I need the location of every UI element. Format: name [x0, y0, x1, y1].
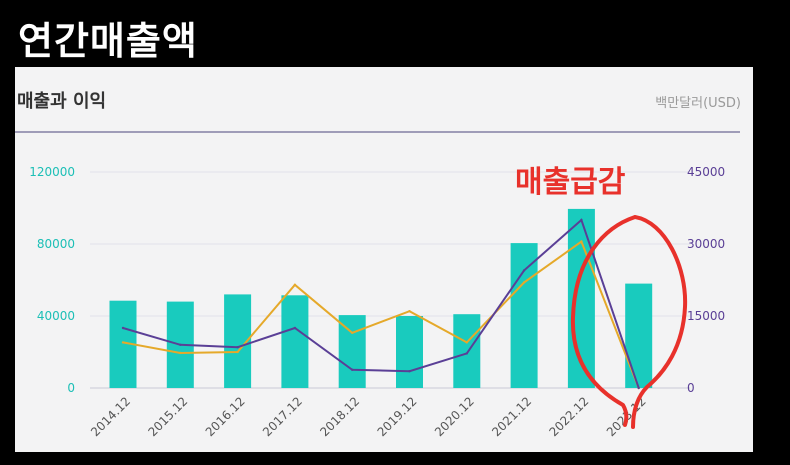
- series-point: [236, 346, 239, 349]
- series-point: [465, 352, 468, 355]
- chart-card: 매출과 이익 백만달러(USD) 0 40000 80000 120000 0 15000…: [15, 67, 753, 452]
- header-divider: [15, 131, 740, 133]
- line-layer: [121, 218, 640, 390]
- right-axis-tick: 45000: [687, 165, 725, 179]
- series-point: [522, 269, 526, 272]
- revenue-profit-chart: 0 40000 80000 120000 0 15000 30000 45000 2014.12…: [29, 165, 725, 439]
- series-point: [236, 350, 239, 354]
- series-point: [121, 326, 125, 330]
- unit-label: 백만달러(USD): [655, 96, 741, 111]
- left-axis-tick: 120000: [29, 165, 75, 179]
- x-axis-tick: 2014.12: [88, 394, 133, 439]
- x-axis-tick: 2022.12: [547, 394, 592, 439]
- series-line: [122, 240, 640, 389]
- annotation-text: 매출급감: [515, 165, 626, 200]
- series-point: [408, 370, 411, 373]
- series-point: [351, 368, 354, 371]
- series-point: [465, 341, 468, 344]
- bar: [396, 316, 423, 388]
- bar: [510, 243, 538, 388]
- page-title: 연간매출액: [18, 19, 198, 63]
- series-point: [580, 240, 583, 243]
- x-axis-tick: 2018.12: [317, 394, 362, 439]
- series-point: [179, 351, 182, 355]
- series-point: [637, 386, 640, 390]
- right-axis-tick: 15000: [687, 309, 725, 323]
- bar: [453, 314, 481, 388]
- series-point: [522, 281, 526, 284]
- left-axis-tick: 0: [67, 381, 75, 395]
- series-point: [121, 341, 125, 344]
- left-axis-tick: 80000: [37, 237, 75, 251]
- series-point: [179, 343, 182, 346]
- series-point: [580, 218, 583, 222]
- series-point: [293, 326, 297, 330]
- series-point: [408, 310, 411, 313]
- annotation-circle: [570, 215, 688, 429]
- bar: [281, 295, 309, 388]
- x-axis-tick: 2021.12: [489, 394, 534, 439]
- x-axis-tick: 2020.12: [432, 394, 477, 439]
- series-point: [293, 283, 297, 286]
- bar: [338, 315, 366, 388]
- x-axis-tick: 2015.12: [145, 394, 190, 439]
- x-axis-tick: 2019.12: [375, 394, 420, 439]
- chart-title: 매출과 이익: [17, 91, 107, 112]
- right-axis-tick: 0: [687, 381, 695, 395]
- bar-layer: [109, 208, 653, 388]
- right-axis-tick: 30000: [687, 237, 725, 251]
- series-point: [351, 331, 354, 334]
- annotation-layer: 매출급감: [515, 165, 688, 429]
- series-line: [122, 218, 640, 389]
- x-axis-tick: 2017.12: [260, 394, 305, 439]
- x-axis-tick: 2016.12: [203, 394, 248, 439]
- left-axis-tick: 40000: [37, 309, 75, 323]
- bar: [625, 283, 653, 388]
